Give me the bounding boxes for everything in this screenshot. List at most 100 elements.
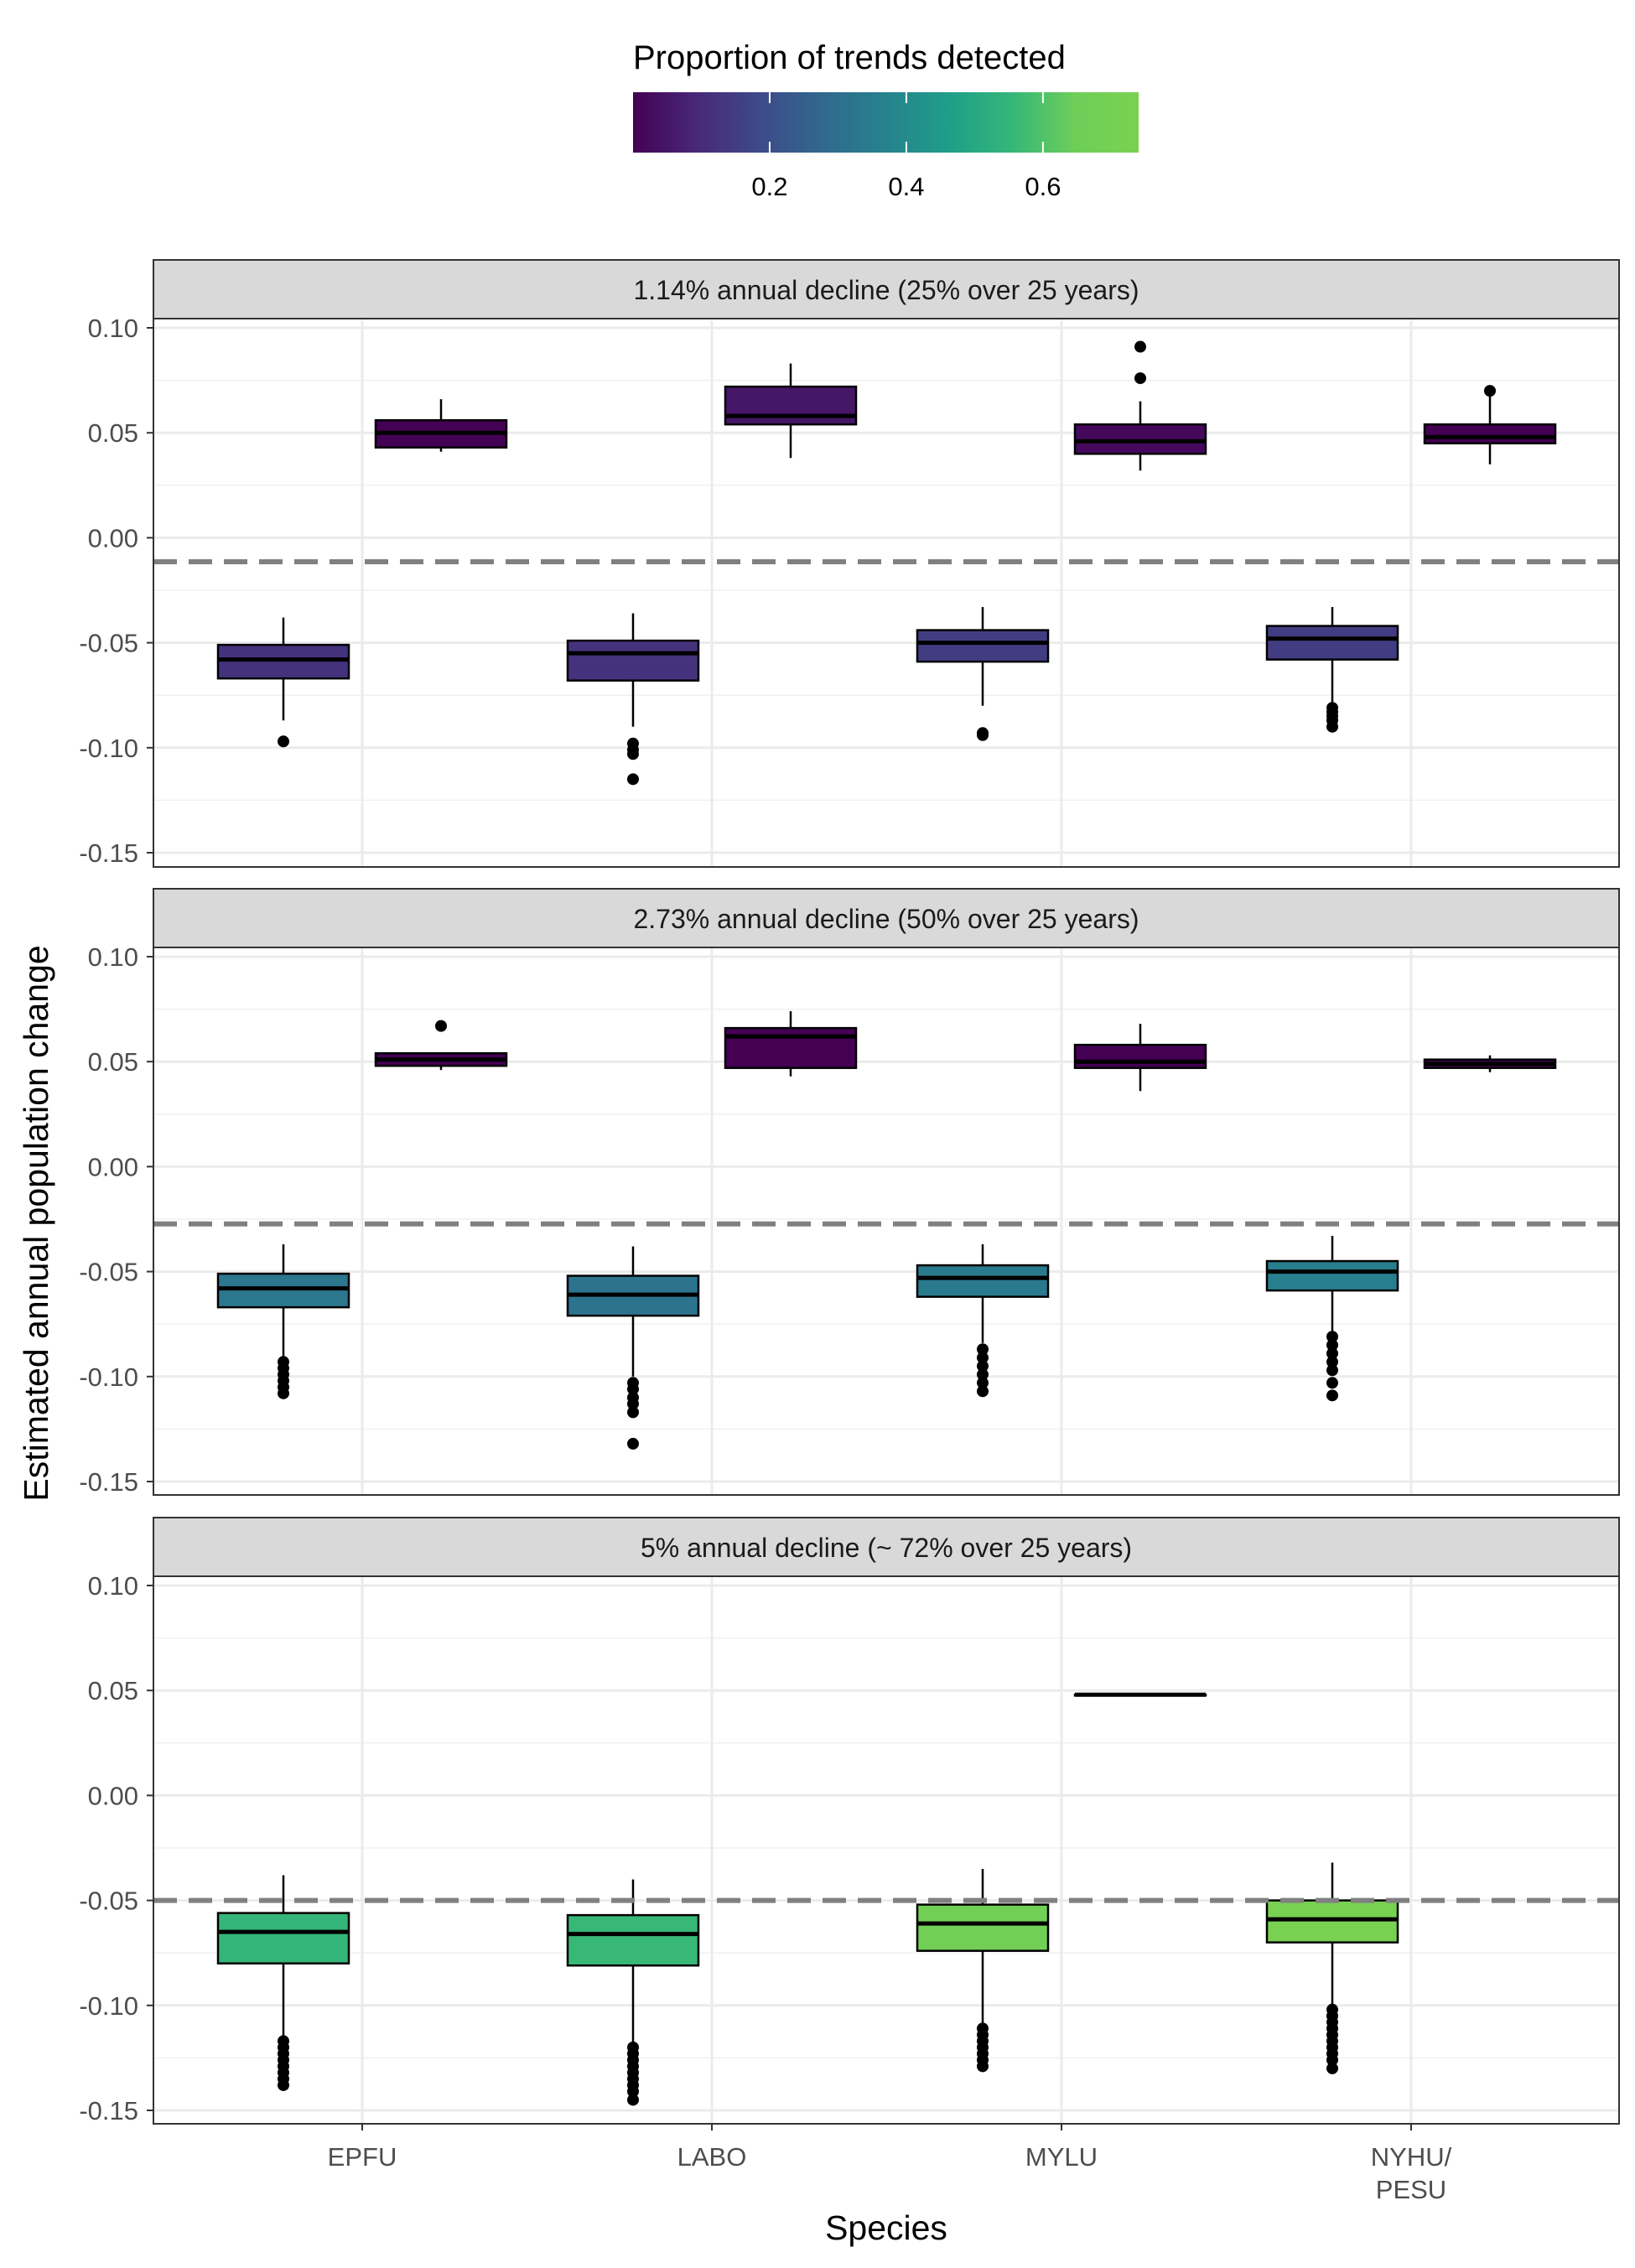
outlier-point [977, 2060, 989, 2073]
box-iqr [916, 1264, 1050, 1298]
panel-border [153, 318, 1620, 868]
boxplot-negative [566, 613, 700, 786]
legend-tick-label: 0.6 [1025, 172, 1061, 201]
box-iqr [1265, 625, 1399, 661]
y-tick-label: -0.05 [79, 629, 138, 658]
box-iqr [566, 639, 700, 682]
y-tick-label: 0.05 [88, 1047, 138, 1077]
outlier-point [1326, 1377, 1338, 1389]
boxplot-positive [374, 399, 508, 452]
y-tick-label: -0.05 [79, 1258, 138, 1287]
box-iqr [566, 1913, 700, 1967]
boxplot-negative [1265, 1862, 1399, 2074]
outlier-point [1326, 1364, 1338, 1377]
outlier-point [1326, 1331, 1338, 1343]
facet-strip-title: 2.73% annual decline (50% over 25 years) [633, 904, 1139, 934]
outlier-point [977, 729, 989, 741]
y-tick-label: 0.00 [88, 1152, 138, 1181]
outlier-point [977, 1377, 989, 1389]
outlier-point [627, 1383, 639, 1395]
outlier-point [1326, 1347, 1338, 1360]
box-iqr [1073, 423, 1207, 455]
boxplot-negative [1265, 1236, 1399, 1402]
outlier-point [977, 1360, 989, 1373]
color-legend: Proportion of trends detected 0.2 0.4 0.6 [633, 39, 1139, 201]
outlier-point [1134, 372, 1146, 385]
outlier-point [627, 1398, 639, 1410]
boxplot-positive [724, 1011, 858, 1077]
y-tick-label: 0.00 [88, 523, 138, 553]
boxplot-positive [1423, 385, 1557, 464]
facet-panels: 1.14% annual decline (25% over 25 years)… [153, 259, 1620, 2125]
legend-tick-label: 0.2 [751, 172, 787, 201]
y-tick-label: -0.05 [79, 1887, 138, 1916]
axes: 0.10 0.05 0.00 -0.05 -0.10 -0.15 0.10 0.05 0.00 -… [17, 314, 1452, 2247]
y-tick-label: 0.00 [88, 1781, 138, 1810]
outlier-point [1326, 1356, 1338, 1368]
outlier-point [1484, 385, 1496, 397]
box-iqr [724, 385, 858, 426]
facet-panel: 2.73% annual decline (50% over 25 years) [153, 888, 1620, 1496]
outlier-point [627, 1406, 639, 1419]
boxplot-negative [216, 1244, 350, 1399]
box-iqr [916, 1903, 1050, 1952]
x-tick-label: MYLU [1025, 2142, 1098, 2172]
outlier-point [1326, 1389, 1338, 1402]
y-tick-label: 0.05 [88, 418, 138, 448]
facet-strip [153, 1517, 1620, 1577]
legend-title: Proportion of trends detected [633, 39, 1066, 76]
boxplot-positive [724, 363, 858, 459]
y-tick-label: -0.10 [79, 1362, 138, 1392]
outlier-point [1326, 2053, 1338, 2066]
legend-colorbar [633, 92, 1139, 153]
box-iqr [1265, 1259, 1399, 1292]
x-tick-label: NYHU/ [1371, 2142, 1452, 2172]
x-tick-label: PESU [1376, 2175, 1446, 2204]
outlier-point [278, 2079, 289, 2091]
y-tick-label: 0.10 [88, 314, 138, 343]
boxplot-negative [916, 1869, 1050, 2073]
y-tick-label: 0.10 [88, 942, 138, 972]
outlier-point [627, 2085, 639, 2098]
y-axis-title: Estimated annual population change [17, 945, 55, 1501]
outlier-point [1326, 2062, 1338, 2074]
panel-border [153, 947, 1620, 1496]
facet-panel: 1.14% annual decline (25% over 25 years) [153, 259, 1620, 868]
outlier-point [627, 748, 639, 760]
outlier-point [627, 2094, 639, 2106]
outlier-point [435, 1020, 447, 1032]
y-tick-label: -0.10 [79, 734, 138, 763]
boxplot-negative [216, 617, 350, 748]
panel-background [153, 1576, 1619, 2124]
box-iqr [1073, 1043, 1207, 1069]
box-iqr [724, 1026, 858, 1069]
y-tick-label: 0.05 [88, 1676, 138, 1705]
boxplot-negative [916, 607, 1050, 741]
outlier-point [977, 1352, 989, 1364]
y-tick-label: -0.15 [79, 2096, 138, 2125]
y-tick-label: -0.15 [79, 1467, 138, 1497]
legend-tick-label: 0.4 [888, 172, 924, 201]
boxplot-positive [1423, 1055, 1557, 1072]
panel-background [153, 947, 1619, 1495]
y-tick-label: 0.10 [88, 1571, 138, 1601]
facet-panel: 5% annual decline (~ 72% over 25 years) [153, 1517, 1620, 2125]
box-iqr [216, 1272, 350, 1309]
outlier-point [977, 1368, 989, 1381]
boxplot-positive [374, 1020, 508, 1071]
boxplot-positive [1073, 340, 1207, 471]
panel-border [153, 1575, 1620, 2125]
y-tick-label: -0.15 [79, 838, 138, 868]
outlier-point [278, 1387, 289, 1399]
facet-strip-title: 5% annual decline (~ 72% over 25 years) [641, 1533, 1132, 1563]
outlier-point [1326, 720, 1338, 733]
boxplot-negative [566, 1879, 700, 2106]
outlier-point [977, 1385, 989, 1398]
x-axis-title: Species [825, 2208, 947, 2247]
facet-strip [153, 888, 1620, 948]
x-tick-label: LABO [677, 2142, 747, 2172]
box-iqr [1423, 423, 1557, 444]
boxplot-negative [216, 1875, 350, 2091]
